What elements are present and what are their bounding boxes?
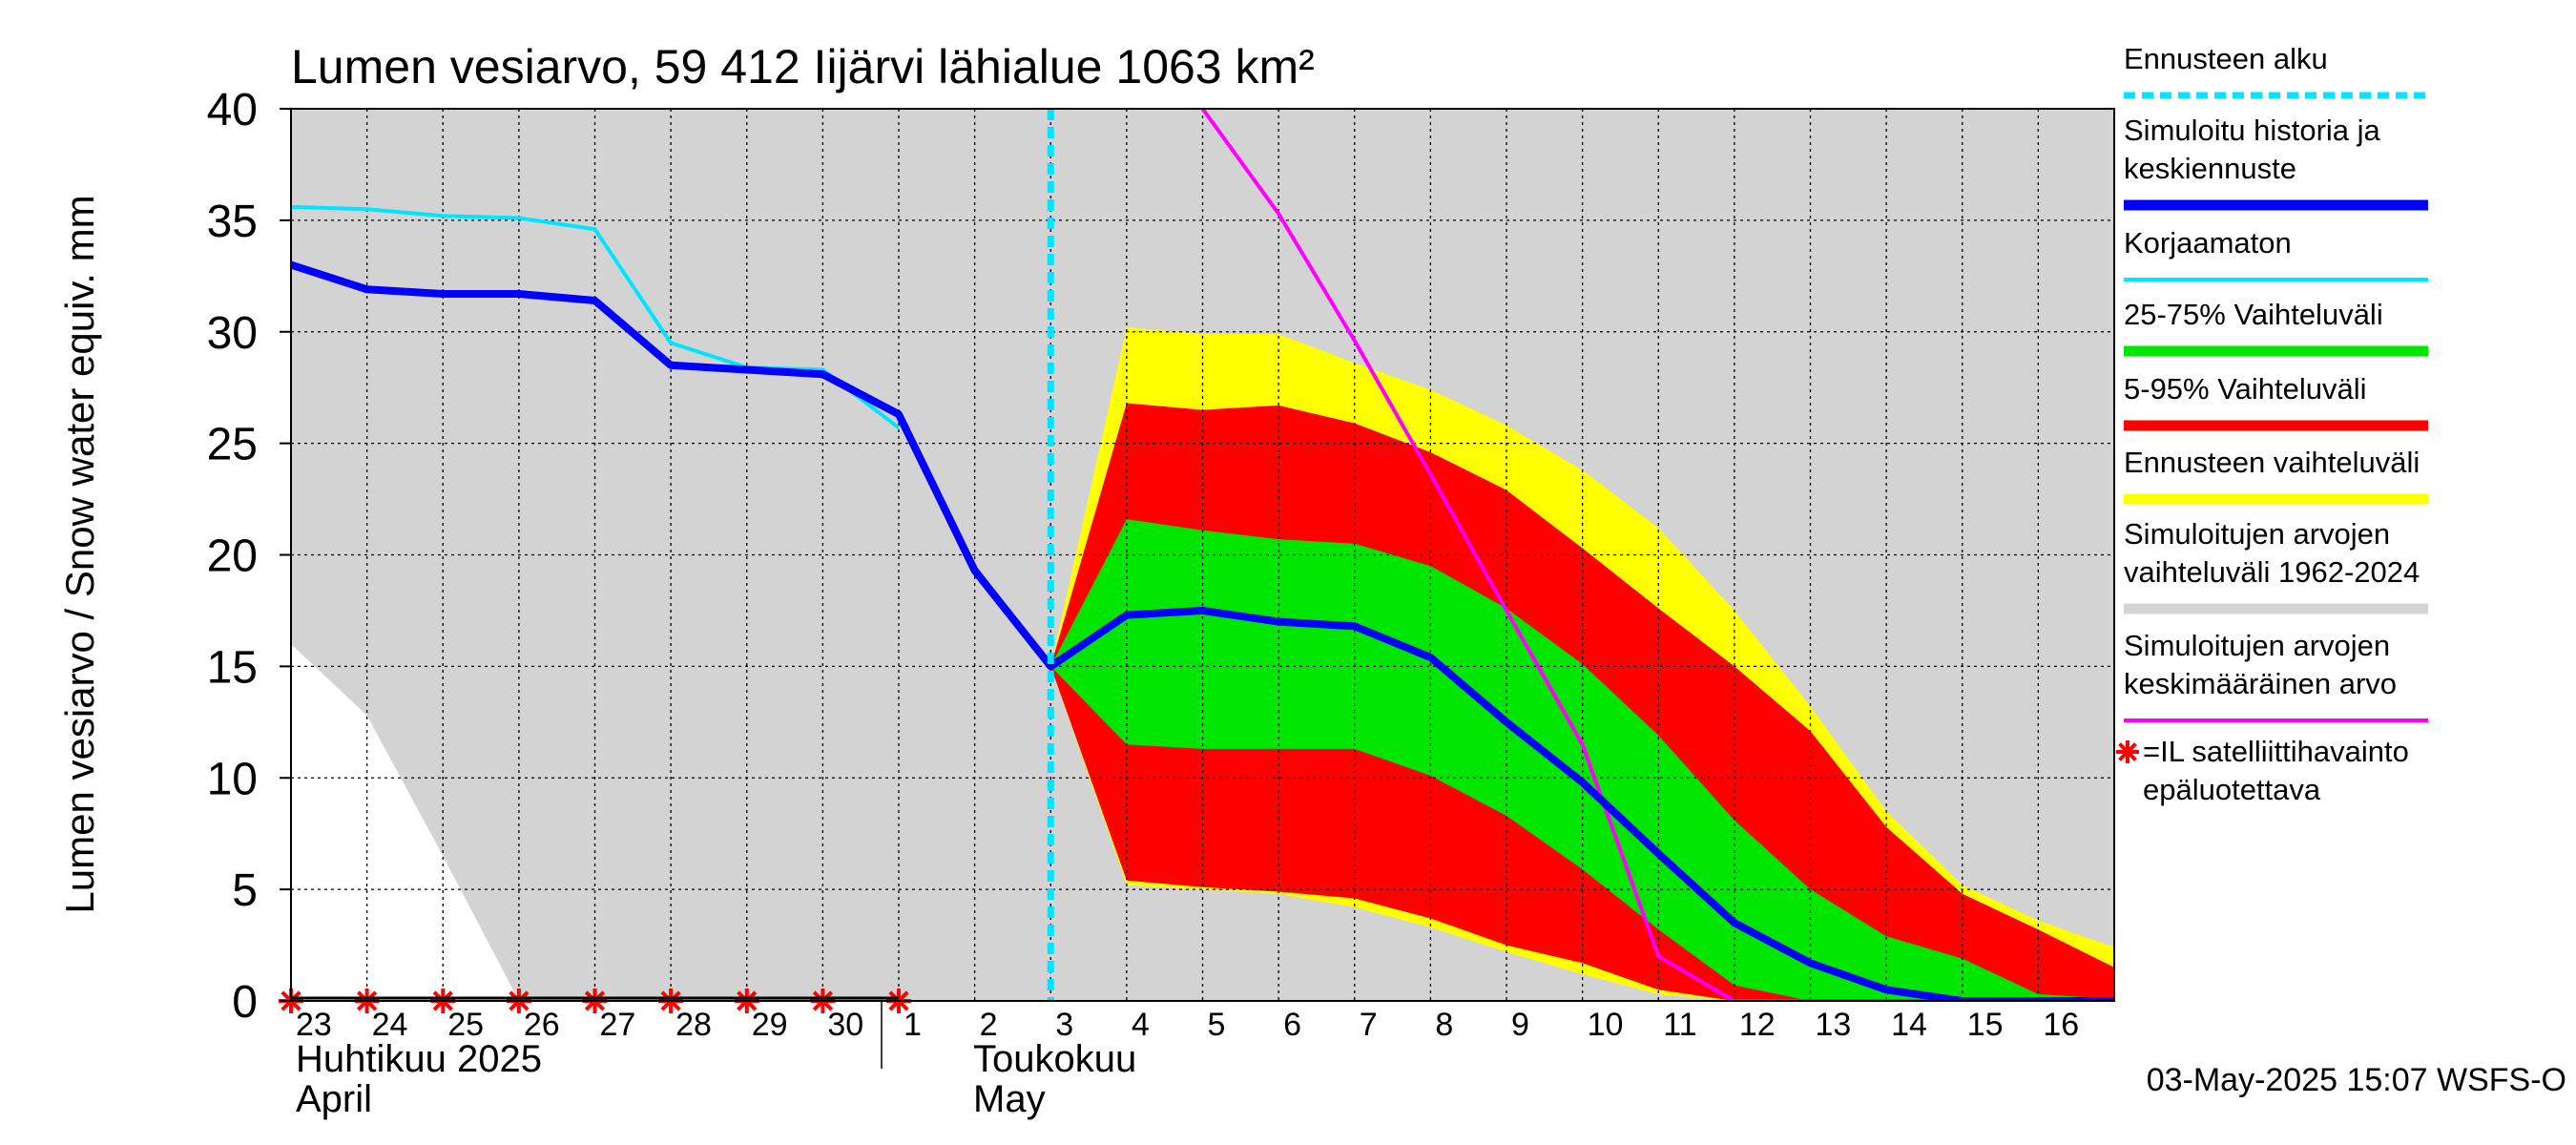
legend-label: 25-75% Vaihteluväli xyxy=(2124,298,2383,331)
x-tick-label: 27 xyxy=(600,1007,636,1043)
month-label-fi: Toukokuu xyxy=(973,1038,1136,1080)
x-tick-label: 16 xyxy=(2043,1007,2079,1043)
x-tick-label: 2 xyxy=(980,1007,998,1043)
x-tick-label: 11 xyxy=(1663,1007,1696,1043)
legend-item-p25_75: 25-75% Vaihteluväli xyxy=(2124,298,2428,357)
legend-star-icon xyxy=(2116,740,2139,763)
legend-item-uncorrected: Korjaamaton xyxy=(2124,226,2428,281)
x-tick-label: 23 xyxy=(296,1007,332,1043)
legend-item-satellite: =IL satelliittihavainto epäluotettava xyxy=(2116,735,2409,806)
legend-label: epäluotettava xyxy=(2143,773,2321,806)
y-tick-label: 35 xyxy=(207,197,258,247)
x-tick-label: 15 xyxy=(1967,1007,2004,1043)
x-tick-label: 8 xyxy=(1435,1007,1453,1043)
legend-label: Ennusteen alku xyxy=(2124,42,2328,75)
legend-label: Simuloitu historia ja xyxy=(2124,114,2381,147)
legend-label: keskimääräinen arvo xyxy=(2124,667,2397,700)
legend-item-forecast_start: Ennusteen alku xyxy=(2124,42,2428,99)
x-tick-label: 6 xyxy=(1283,1007,1301,1043)
legend-label: Simuloitujen arvojen xyxy=(2124,517,2390,551)
legend-label: Ennusteen vaihteluväli xyxy=(2124,446,2420,479)
x-tick-label: 7 xyxy=(1360,1007,1378,1043)
x-tick-label: 29 xyxy=(752,1007,788,1043)
y-tick-label: 0 xyxy=(232,977,258,1028)
legend-label: Korjaamaton xyxy=(2124,226,2292,260)
legend-label: keskiennuste xyxy=(2124,152,2296,185)
x-tick-label: 3 xyxy=(1055,1007,1073,1043)
x-tick-label: 24 xyxy=(372,1007,408,1043)
line-mean xyxy=(1200,109,2114,1001)
chart-title: Lumen vesiarvo, 59 412 Iijärvi lähialue … xyxy=(291,40,1315,94)
y-tick-label: 15 xyxy=(207,642,258,693)
legend-label: =IL satelliittihavainto xyxy=(2143,735,2409,768)
month-label-en: April xyxy=(296,1078,372,1120)
x-tick-label: 28 xyxy=(675,1007,712,1043)
x-tick-label: 13 xyxy=(1816,1007,1852,1043)
footer-timestamp: 03-May-2025 15:07 WSFS-O xyxy=(2147,1062,2566,1098)
line-simulated xyxy=(291,260,2114,1001)
band-p25_75 xyxy=(1050,519,2114,1001)
y-tick-label: 25 xyxy=(207,420,258,470)
legend-item-mean: Simuloitujen arvojen keskimääräinen arvo xyxy=(2124,629,2428,722)
legend-item-forecast_range: Ennusteen vaihteluväli xyxy=(2124,446,2428,505)
legend-item-historical_range: Simuloitujen arvojen vaihteluväli 1962-20… xyxy=(2124,517,2428,614)
month-label-fi: Huhtikuu 2025 xyxy=(296,1038,542,1080)
x-tick-label: 26 xyxy=(524,1007,560,1043)
x-tick-label: 12 xyxy=(1739,1007,1776,1043)
x-tick-label: 5 xyxy=(1208,1007,1226,1043)
series-lines xyxy=(291,109,2114,1001)
x-tick-label: 9 xyxy=(1511,1007,1529,1043)
y-tick-label: 40 xyxy=(207,85,258,135)
x-tick-label: 14 xyxy=(1891,1007,1927,1043)
y-tick-label: 10 xyxy=(207,754,258,804)
x-tick-label: 30 xyxy=(827,1007,863,1043)
x-tick-label: 10 xyxy=(1588,1007,1624,1043)
y-tick-label: 30 xyxy=(207,308,258,359)
y-tick-label: 20 xyxy=(207,531,258,582)
legend: Ennusteen alku Simuloitu historia ja keski… xyxy=(2116,42,2428,806)
legend-item-p5_95: 5-95% Vaihteluväli xyxy=(2124,372,2428,431)
x-tick-label: 1 xyxy=(904,1007,922,1043)
legend-label: Simuloitujen arvojen xyxy=(2124,629,2390,662)
legend-item-simulated: Simuloitu historia ja keskiennuste xyxy=(2124,114,2428,211)
x-tick-label: 4 xyxy=(1132,1007,1150,1043)
month-label-en: May xyxy=(973,1078,1046,1120)
grid-lines xyxy=(291,109,2114,1001)
legend-label: 5-95% Vaihteluväli xyxy=(2124,372,2366,406)
y-tick-label: 5 xyxy=(232,865,258,916)
y-axis-label: Lumen vesiarvo / Snow water equiv. mm xyxy=(57,195,102,913)
x-tick-label: 25 xyxy=(447,1007,484,1043)
legend-label: vaihteluväli 1962-2024 xyxy=(2124,555,2420,589)
